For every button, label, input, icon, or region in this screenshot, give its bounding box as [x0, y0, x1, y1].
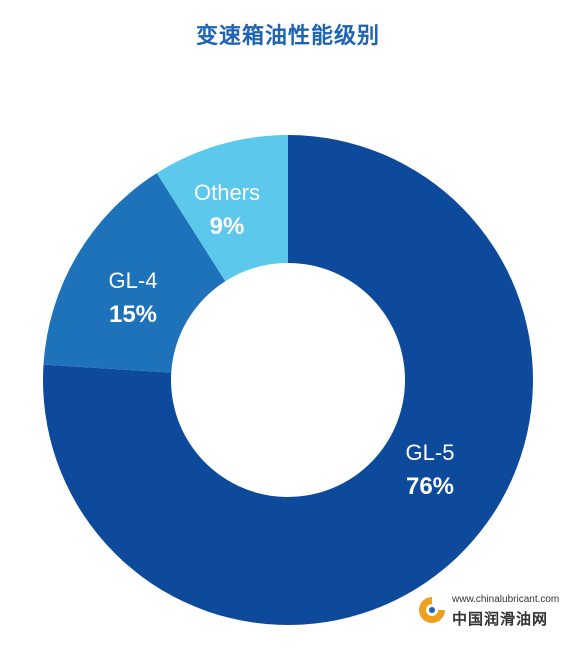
slice-label-others: Others: [194, 180, 260, 205]
watermark-url: www.chinalubricant.com: [452, 594, 560, 605]
slice-value-others: 9%: [210, 213, 245, 240]
watermark-site-name: 中国润滑油网: [452, 610, 549, 628]
watermark: www.chinalubricant.com 中国润滑油网: [416, 592, 566, 632]
donut-slices: [43, 135, 533, 625]
chart-title: 变速箱油性能级别: [195, 24, 380, 49]
chinalubricant-logo-icon: [419, 597, 445, 623]
slice-gl-5: [43, 135, 533, 625]
slice-value-gl-5: 76%: [406, 473, 454, 500]
slice-label-gl-5: GL-5: [406, 440, 455, 465]
slice-label-gl-4: GL-4: [109, 268, 158, 293]
slice-value-gl-4: 15%: [109, 301, 157, 328]
slice-gl-4: [43, 173, 226, 373]
slice-labels: GL-5 76% GL-4 15% Others 9%: [109, 180, 455, 500]
slice-others: [156, 135, 288, 282]
